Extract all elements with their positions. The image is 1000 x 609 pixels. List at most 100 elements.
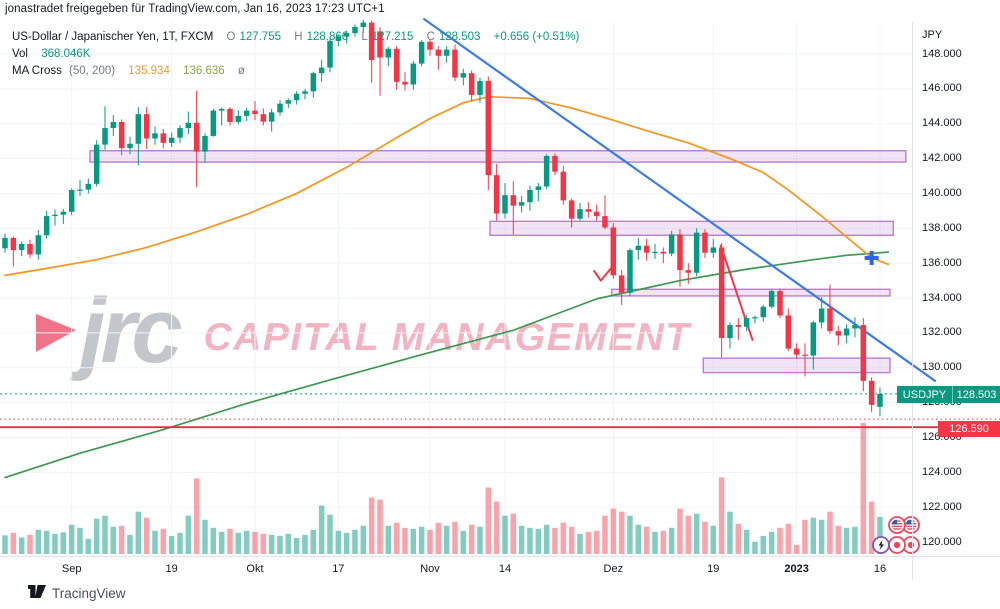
volume-bar (810, 517, 817, 554)
price-tick-label: 146.000 (922, 82, 962, 95)
candle-body (593, 211, 600, 217)
candlesticks (2, 20, 883, 417)
candle-body (102, 128, 108, 145)
candle-body (285, 100, 292, 104)
candle-body (785, 315, 792, 349)
candle-body (127, 143, 133, 149)
volume-bar (560, 522, 567, 554)
japan-flag-event-icon (888, 536, 906, 554)
price-zone (89, 150, 907, 163)
candle-body (343, 33, 350, 37)
candle-body (643, 245, 650, 253)
candle-body (410, 63, 417, 85)
price-tick-label: 148.000 (922, 47, 962, 60)
volume-value: 368.046K (41, 48, 91, 60)
candle-body (502, 195, 508, 214)
candle-body (385, 48, 392, 58)
candle-body (235, 115, 242, 122)
volume-bar (77, 527, 83, 554)
volume-bar (785, 523, 792, 554)
volume-bar (10, 532, 17, 554)
current-price-chip-symbol: USDJPY (902, 388, 947, 401)
candle-body (427, 41, 433, 50)
candle-body (835, 331, 842, 336)
candle-body (227, 108, 233, 122)
candle-body (543, 155, 550, 187)
price-tick-label: 132.000 (922, 326, 962, 339)
candle-body (485, 81, 492, 176)
volume-bar (177, 532, 183, 554)
volume-bar (518, 525, 525, 554)
volume-bar (102, 515, 108, 554)
volume-bar (202, 519, 208, 554)
volume-bar (293, 537, 300, 554)
volume-bar (843, 527, 850, 554)
volume-bar (35, 529, 42, 554)
legend-volume-row[interactable]: Vol 368.046K (12, 48, 90, 60)
downtrend-blue-trendline (423, 18, 937, 382)
volume-bar (168, 535, 175, 554)
ma50-value: 135.934 (128, 65, 170, 77)
candle-body (185, 122, 192, 129)
chip-divider (952, 386, 953, 403)
candle-body (243, 110, 250, 116)
volume-bar (68, 524, 75, 554)
candle-body (702, 232, 708, 253)
candle-body (85, 183, 92, 190)
footer-brand[interactable]: TracingView (28, 585, 126, 601)
volume-bar (402, 527, 408, 554)
price-zone (489, 220, 894, 236)
candle-body (68, 189, 75, 212)
volume-bar (618, 511, 625, 554)
candle-body (460, 73, 467, 78)
candle-body (368, 22, 375, 61)
volume-bar (335, 530, 342, 554)
high-label: H (294, 31, 303, 43)
ma-cross-params: (50, 200) (69, 65, 116, 77)
volume-bar (43, 530, 50, 554)
time-tick-label: 19 (165, 563, 178, 575)
volume-bar (493, 501, 500, 554)
volume-bar (460, 530, 467, 554)
price-tick-label: 136.000 (922, 256, 962, 269)
candle-body (60, 211, 67, 215)
candle-body (752, 317, 758, 319)
candle-body (402, 81, 408, 85)
check-mark-red-trendline (593, 266, 613, 282)
candle-body (685, 270, 692, 273)
candle-body (852, 325, 858, 329)
candle-body (877, 393, 883, 407)
candle-body (693, 232, 700, 273)
candle-body (443, 49, 450, 56)
attribution-text: jonastradet freigegeben für TradingView.… (5, 3, 385, 15)
tracingview-brand-name: TracingView (52, 585, 126, 601)
candle-body (735, 325, 742, 327)
open-label: O (226, 31, 236, 43)
legend-ma-cross-row[interactable]: MA Cross (50, 200) 135.934 136.636 ø (12, 65, 245, 77)
candle-body (452, 49, 458, 78)
volume-bar (435, 522, 442, 554)
low-value: 127.215 (371, 31, 414, 43)
candle-body (510, 195, 517, 206)
candle-body (568, 200, 575, 219)
volume-bar (743, 529, 750, 554)
volume-bar (527, 527, 533, 554)
volume-bar (302, 534, 308, 554)
price-tick-label: 130.000 (922, 361, 962, 374)
high-value: 128.866 (306, 31, 349, 43)
volume-bar (835, 525, 842, 554)
ma200-line (4, 251, 890, 479)
volume-bar (18, 537, 25, 554)
candle-body (93, 144, 100, 184)
tracingview-logo-icon (28, 585, 46, 598)
candle-body (393, 48, 400, 82)
candle-body (52, 214, 58, 217)
lightning-event-icon (872, 536, 890, 554)
ma50-line (4, 95, 890, 277)
volume-bar (277, 535, 283, 554)
time-tick-label: Nov (420, 563, 440, 575)
volume-label: Vol (12, 48, 28, 60)
